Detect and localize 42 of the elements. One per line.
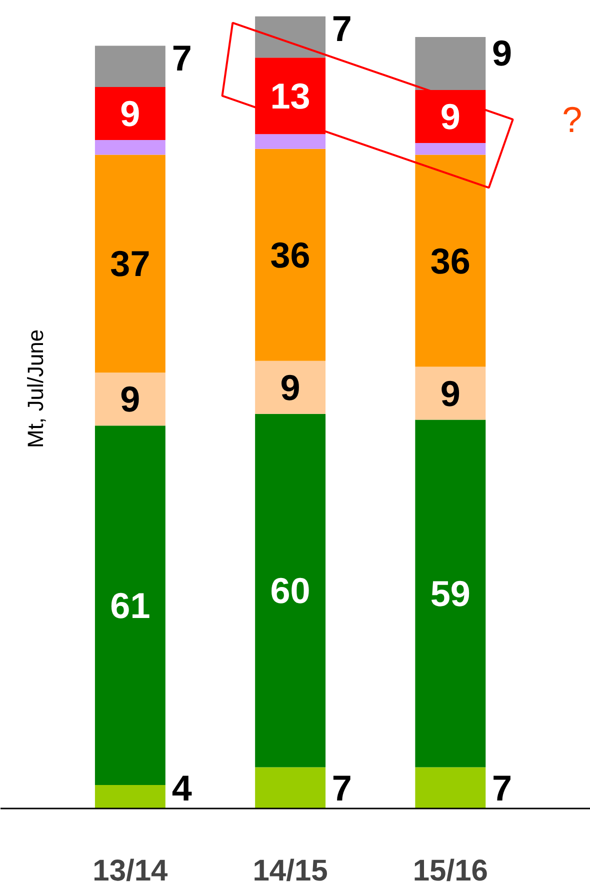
bar bbox=[255, 134, 326, 149]
data-label: 9 bbox=[440, 96, 460, 137]
bar bbox=[415, 36, 486, 90]
x-tick-label: 14/15 bbox=[252, 854, 328, 888]
data-label: 37 bbox=[110, 243, 150, 284]
y-axis-title: Mt, Jul/June bbox=[23, 329, 48, 448]
bar bbox=[94, 140, 166, 155]
data-label: 60 bbox=[270, 570, 310, 612]
bar bbox=[255, 148, 326, 361]
data-label: 9 bbox=[440, 372, 460, 414]
data-label: 13 bbox=[270, 75, 310, 116]
bar bbox=[255, 767, 326, 808]
data-label: 9 bbox=[120, 378, 140, 420]
bar bbox=[415, 767, 486, 808]
bar bbox=[255, 16, 326, 58]
bar bbox=[415, 142, 486, 155]
data-label: 7 bbox=[332, 768, 352, 809]
bar bbox=[94, 426, 166, 785]
data-label: 9 bbox=[280, 366, 300, 408]
data-label: 36 bbox=[270, 234, 310, 276]
data-label: 7 bbox=[172, 38, 192, 79]
x-tick-label: 13/14 bbox=[92, 854, 168, 888]
bar bbox=[94, 154, 166, 373]
bar bbox=[255, 414, 326, 768]
bar bbox=[94, 46, 166, 88]
data-label: 59 bbox=[430, 573, 470, 614]
data-label: 9 bbox=[492, 32, 512, 74]
data-label: 9 bbox=[120, 93, 140, 134]
data-label: 4 bbox=[172, 768, 192, 809]
bar bbox=[94, 372, 166, 426]
bar bbox=[255, 360, 326, 414]
bar bbox=[94, 87, 166, 140]
annotation: ? bbox=[562, 98, 582, 140]
data-label: 7 bbox=[492, 768, 512, 809]
bar bbox=[415, 366, 486, 420]
bar bbox=[415, 154, 486, 367]
data-label: 7 bbox=[332, 8, 352, 50]
bar bbox=[415, 420, 486, 768]
data-label: 61 bbox=[110, 584, 150, 626]
data-label: 36 bbox=[430, 240, 470, 282]
bar bbox=[94, 784, 166, 808]
x-tick-label: 15/16 bbox=[412, 854, 488, 888]
